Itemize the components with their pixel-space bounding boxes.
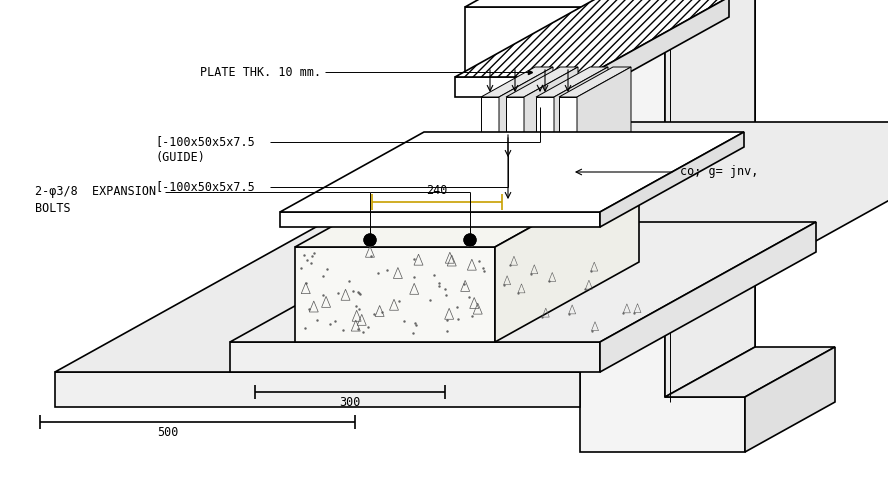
Polygon shape: [295, 167, 639, 247]
Bar: [465, 7, 585, 77]
Polygon shape: [600, 132, 744, 227]
Polygon shape: [536, 67, 608, 97]
Circle shape: [466, 236, 474, 244]
Polygon shape: [665, 347, 835, 397]
Bar: [230, 342, 600, 372]
Polygon shape: [580, 0, 755, 27]
Polygon shape: [600, 222, 816, 372]
Polygon shape: [481, 67, 553, 97]
Polygon shape: [495, 167, 639, 342]
Circle shape: [464, 234, 476, 246]
Polygon shape: [665, 0, 755, 397]
Polygon shape: [499, 67, 553, 212]
Bar: [55, 372, 580, 407]
Circle shape: [464, 234, 476, 246]
Polygon shape: [585, 0, 729, 77]
Bar: [295, 247, 495, 342]
Bar: [559, 97, 577, 212]
Polygon shape: [55, 122, 888, 372]
Bar: [506, 97, 524, 212]
Polygon shape: [280, 132, 744, 212]
Bar: [455, 77, 585, 97]
Text: PLATE THK. 10 mm.: PLATE THK. 10 mm.: [200, 66, 321, 79]
Polygon shape: [506, 67, 578, 97]
Text: co; g= jnv,: co; g= jnv,: [680, 165, 758, 178]
Text: 300: 300: [339, 396, 361, 409]
Polygon shape: [745, 347, 835, 452]
Polygon shape: [524, 67, 578, 212]
Text: [-100x50x5x7.5: [-100x50x5x7.5: [155, 135, 255, 148]
Polygon shape: [455, 0, 729, 77]
Text: 240: 240: [426, 184, 448, 197]
Polygon shape: [580, 27, 745, 452]
Polygon shape: [585, 0, 729, 97]
Polygon shape: [577, 67, 631, 212]
Text: [-100x50x5x7.5: [-100x50x5x7.5: [155, 180, 255, 193]
Bar: [481, 97, 499, 212]
Text: 500: 500: [157, 426, 178, 439]
Bar: [280, 212, 600, 227]
Polygon shape: [465, 0, 729, 7]
Text: BOLTS: BOLTS: [35, 201, 71, 214]
Polygon shape: [554, 67, 608, 212]
Text: 2-φ3/8  EXPANSION: 2-φ3/8 EXPANSION: [35, 186, 156, 199]
Circle shape: [364, 234, 376, 246]
Circle shape: [366, 236, 374, 244]
Polygon shape: [230, 222, 816, 342]
Text: (GUIDE): (GUIDE): [155, 151, 205, 164]
Polygon shape: [559, 67, 631, 97]
Circle shape: [364, 234, 376, 246]
Bar: [536, 97, 554, 212]
